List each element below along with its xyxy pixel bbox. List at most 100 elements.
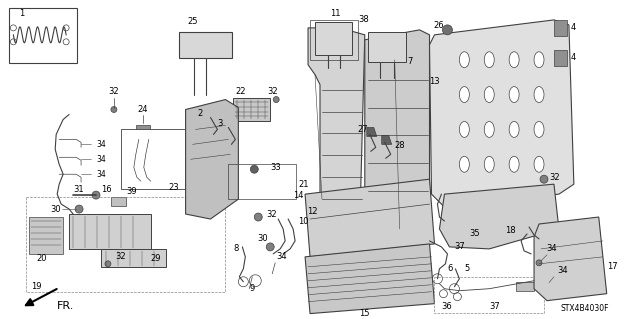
Text: 34: 34: [96, 170, 106, 179]
Text: 31: 31: [73, 185, 84, 194]
Text: 34: 34: [276, 252, 287, 261]
Polygon shape: [368, 32, 406, 62]
Text: 7: 7: [408, 57, 413, 66]
Text: 25: 25: [188, 18, 198, 26]
Polygon shape: [101, 249, 166, 267]
Polygon shape: [207, 109, 218, 120]
Ellipse shape: [484, 156, 494, 172]
Polygon shape: [179, 32, 232, 58]
Text: 15: 15: [360, 309, 370, 318]
Text: 9: 9: [250, 284, 255, 293]
Circle shape: [273, 97, 279, 102]
Ellipse shape: [534, 87, 544, 102]
Text: 23: 23: [168, 183, 179, 192]
Polygon shape: [136, 125, 150, 131]
Polygon shape: [429, 20, 574, 207]
Text: 17: 17: [607, 262, 618, 271]
Ellipse shape: [509, 52, 519, 68]
Text: 12: 12: [307, 207, 318, 216]
Ellipse shape: [509, 87, 519, 102]
Text: 32: 32: [116, 252, 126, 261]
Circle shape: [536, 260, 542, 266]
Text: 16: 16: [101, 185, 111, 194]
Circle shape: [10, 25, 17, 31]
Ellipse shape: [460, 52, 469, 68]
Text: 32: 32: [549, 173, 559, 182]
Circle shape: [540, 175, 548, 183]
Polygon shape: [365, 30, 429, 244]
Ellipse shape: [460, 87, 469, 102]
Ellipse shape: [509, 156, 519, 172]
Text: 10: 10: [298, 217, 308, 226]
Text: 14: 14: [294, 191, 304, 200]
Polygon shape: [440, 184, 559, 249]
Circle shape: [266, 243, 274, 251]
Text: 34: 34: [546, 244, 557, 253]
Text: 33: 33: [270, 163, 281, 172]
Text: 4: 4: [571, 53, 576, 62]
Text: 11: 11: [330, 10, 340, 19]
Text: 20: 20: [36, 254, 47, 263]
Text: 32: 32: [266, 210, 277, 219]
Circle shape: [250, 165, 259, 173]
Text: 13: 13: [429, 77, 440, 86]
Polygon shape: [234, 98, 270, 122]
Text: 18: 18: [506, 226, 516, 235]
Polygon shape: [69, 214, 151, 249]
Ellipse shape: [509, 122, 519, 137]
Polygon shape: [225, 120, 236, 130]
Text: 27: 27: [357, 125, 368, 134]
Bar: [310, 20, 358, 60]
Text: 1: 1: [19, 10, 24, 19]
Bar: [435, 277, 544, 313]
Polygon shape: [381, 135, 392, 145]
Text: 37: 37: [489, 302, 500, 311]
Ellipse shape: [534, 52, 544, 68]
Circle shape: [92, 191, 100, 199]
Polygon shape: [554, 50, 567, 66]
Ellipse shape: [484, 122, 494, 137]
Circle shape: [111, 107, 117, 113]
Text: 21: 21: [298, 180, 308, 189]
Polygon shape: [308, 28, 365, 234]
Polygon shape: [516, 282, 534, 291]
Text: 26: 26: [434, 21, 444, 30]
Text: STX4B4030F: STX4B4030F: [560, 304, 609, 313]
Text: 32: 32: [267, 87, 278, 96]
Text: 4: 4: [571, 23, 576, 32]
Text: 37: 37: [454, 242, 465, 251]
Polygon shape: [315, 22, 352, 55]
Text: 38: 38: [358, 15, 369, 25]
Polygon shape: [554, 20, 567, 36]
Circle shape: [10, 39, 17, 45]
Text: 39: 39: [126, 187, 136, 196]
Ellipse shape: [460, 122, 469, 137]
Circle shape: [442, 25, 452, 35]
Polygon shape: [186, 100, 238, 219]
Circle shape: [75, 205, 83, 213]
Text: 24: 24: [138, 105, 148, 114]
Text: 6: 6: [447, 264, 453, 273]
Text: 32: 32: [109, 87, 119, 96]
Bar: [26, 197, 225, 292]
Text: 30: 30: [51, 204, 61, 213]
Polygon shape: [111, 197, 126, 206]
Circle shape: [63, 25, 69, 31]
Text: 29: 29: [151, 254, 161, 263]
Text: 22: 22: [235, 87, 246, 96]
Text: 34: 34: [96, 140, 106, 149]
Polygon shape: [305, 179, 435, 257]
Bar: [10, 8, 77, 63]
Circle shape: [63, 39, 69, 45]
Text: FR.: FR.: [57, 300, 74, 311]
Polygon shape: [534, 217, 607, 300]
Circle shape: [105, 261, 111, 267]
Bar: [121, 130, 186, 189]
Ellipse shape: [484, 87, 494, 102]
Circle shape: [254, 213, 262, 221]
Text: 5: 5: [465, 264, 470, 273]
Polygon shape: [29, 217, 63, 254]
Ellipse shape: [484, 52, 494, 68]
Ellipse shape: [534, 156, 544, 172]
Text: 8: 8: [233, 244, 238, 253]
